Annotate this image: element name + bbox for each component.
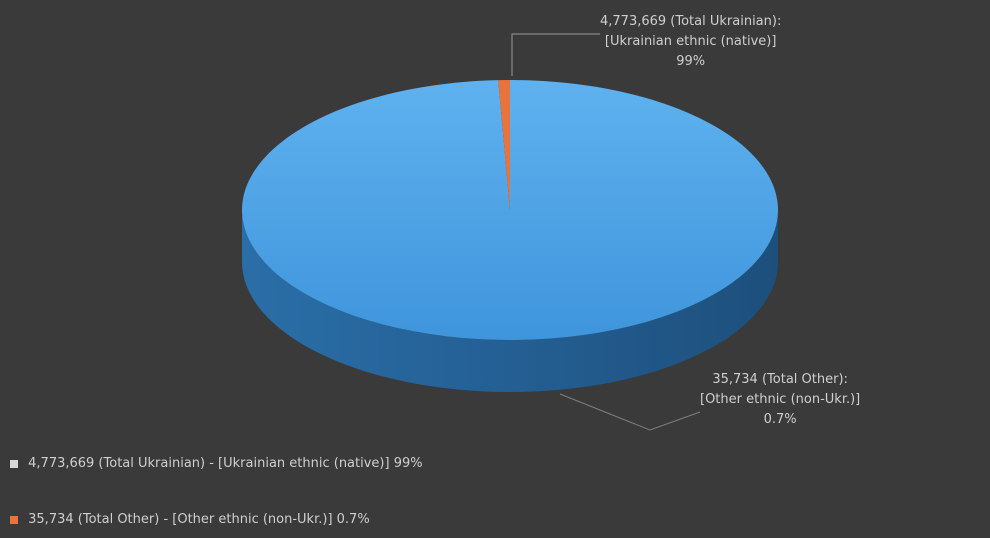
slice-label-ukrainian-pct: 99% — [676, 54, 706, 69]
leader-line-other — [559, 393, 701, 431]
pie-slice-other[interactable] — [498, 80, 510, 210]
slice-label-ukrainian-line1: 4,773,669 (Total Ukrainian): — [600, 14, 782, 29]
legend-label-ukrainian: 4,773,669 (Total Ukrainian) - [Ukrainian… — [28, 456, 423, 471]
pie-side-ukrainian — [242, 210, 778, 392]
slice-label-ukrainian: 4,773,669 (Total Ukrainian): [Ukrainian … — [600, 12, 781, 72]
leader-line-ukrainian — [511, 33, 600, 76]
legend-swatch-other — [10, 515, 18, 524]
legend-label-other: 35,734 (Total Other) - [Other ethnic (no… — [28, 512, 370, 527]
pie-slice-ukrainian[interactable] — [241, 80, 778, 340]
slice-label-other-pct: 0.7% — [763, 412, 797, 427]
legend-item-ukrainian[interactable]: 4,773,669 (Total Ukrainian) - [Ukrainian… — [10, 456, 423, 471]
slice-label-other-line2: [Other ethnic (non-Ukr.)] — [700, 392, 861, 407]
legend-swatch-ukrainian — [10, 459, 18, 468]
slice-label-ukrainian-line2: [Ukrainian ethnic (native)] — [604, 34, 777, 49]
slice-label-other: 35,734 (Total Other): [Other ethnic (non… — [700, 370, 860, 430]
legend-item-other[interactable]: 35,734 (Total Other) - [Other ethnic (no… — [10, 512, 370, 527]
slice-label-other-line1: 35,734 (Total Other): — [712, 372, 848, 387]
